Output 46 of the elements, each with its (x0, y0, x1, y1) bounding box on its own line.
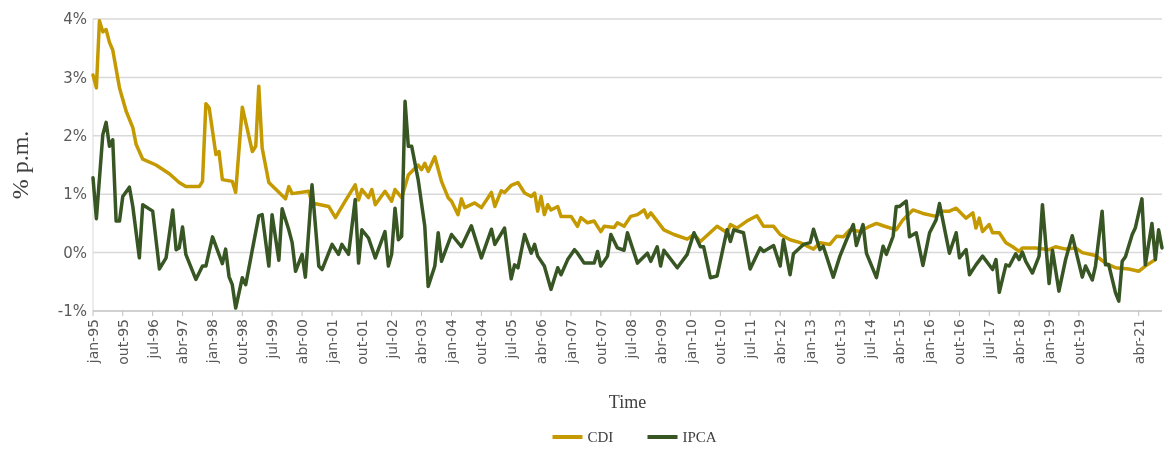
x-tick-label: jan-10 (682, 319, 699, 365)
x-tick-label: jul-11 (742, 319, 759, 360)
y-tick-label: -1% (57, 302, 87, 321)
x-tick-label: abr-18 (1011, 319, 1028, 365)
x-tick-label: out-01 (353, 319, 370, 365)
x-axis-title: Time (608, 392, 647, 412)
x-tick-label: out-98 (234, 319, 251, 365)
x-tick-label: abr-97 (174, 319, 191, 365)
x-tick-label: jul-08 (622, 319, 639, 360)
y-tick-label: 3% (63, 68, 87, 87)
y-tick-label: 0% (63, 243, 87, 262)
x-tick-label: abr-21 (1130, 319, 1147, 365)
y-tick-label: 2% (63, 127, 87, 146)
x-tick-label: jan-16 (921, 318, 938, 365)
x-tick-label: out-13 (831, 319, 848, 365)
x-tick-label: abr-09 (652, 319, 669, 365)
x-tick-label: jul-17 (981, 319, 998, 360)
x-tick-label: abr-15 (891, 319, 908, 365)
legend-label: CDI (587, 429, 614, 446)
x-tick-label: jan-07 (562, 319, 579, 365)
x-tick-label: jan-04 (443, 318, 460, 365)
x-tick-label: out-16 (951, 318, 968, 365)
x-tick-label: jul-14 (861, 318, 878, 360)
x-tick-label: jan-95 (84, 319, 101, 365)
x-tick-label: jan-98 (204, 319, 221, 365)
x-tick-label: jan-01 (323, 319, 340, 365)
x-tick-label: abr-06 (532, 318, 549, 365)
x-tick-label: out-07 (592, 319, 609, 365)
x-tick-label: out-95 (114, 319, 131, 365)
y-tick-label: 1% (63, 185, 87, 204)
x-tick-label: jul-96 (144, 318, 161, 360)
x-tick-label: abr-12 (772, 319, 789, 365)
legend-label: IPCA (682, 429, 717, 446)
x-tick-label: out-04 (473, 318, 490, 365)
x-tick-label: out-19 (1070, 319, 1087, 365)
y-tick-label: 4% (63, 10, 87, 29)
x-tick-label: jan-13 (802, 319, 819, 365)
x-tick-label: abr-03 (413, 319, 430, 365)
x-tick-label: jul-02 (383, 319, 400, 360)
x-tick-label: jul-99 (263, 319, 280, 360)
x-tick-label: out-10 (712, 319, 729, 365)
x-tick-label: abr-00 (293, 319, 310, 365)
x-tick-label: jan-19 (1041, 319, 1058, 365)
x-tick-label: jul-05 (503, 319, 520, 360)
y-axis-title: % p.m. (7, 130, 33, 200)
line-series (91, 19, 1158, 274)
